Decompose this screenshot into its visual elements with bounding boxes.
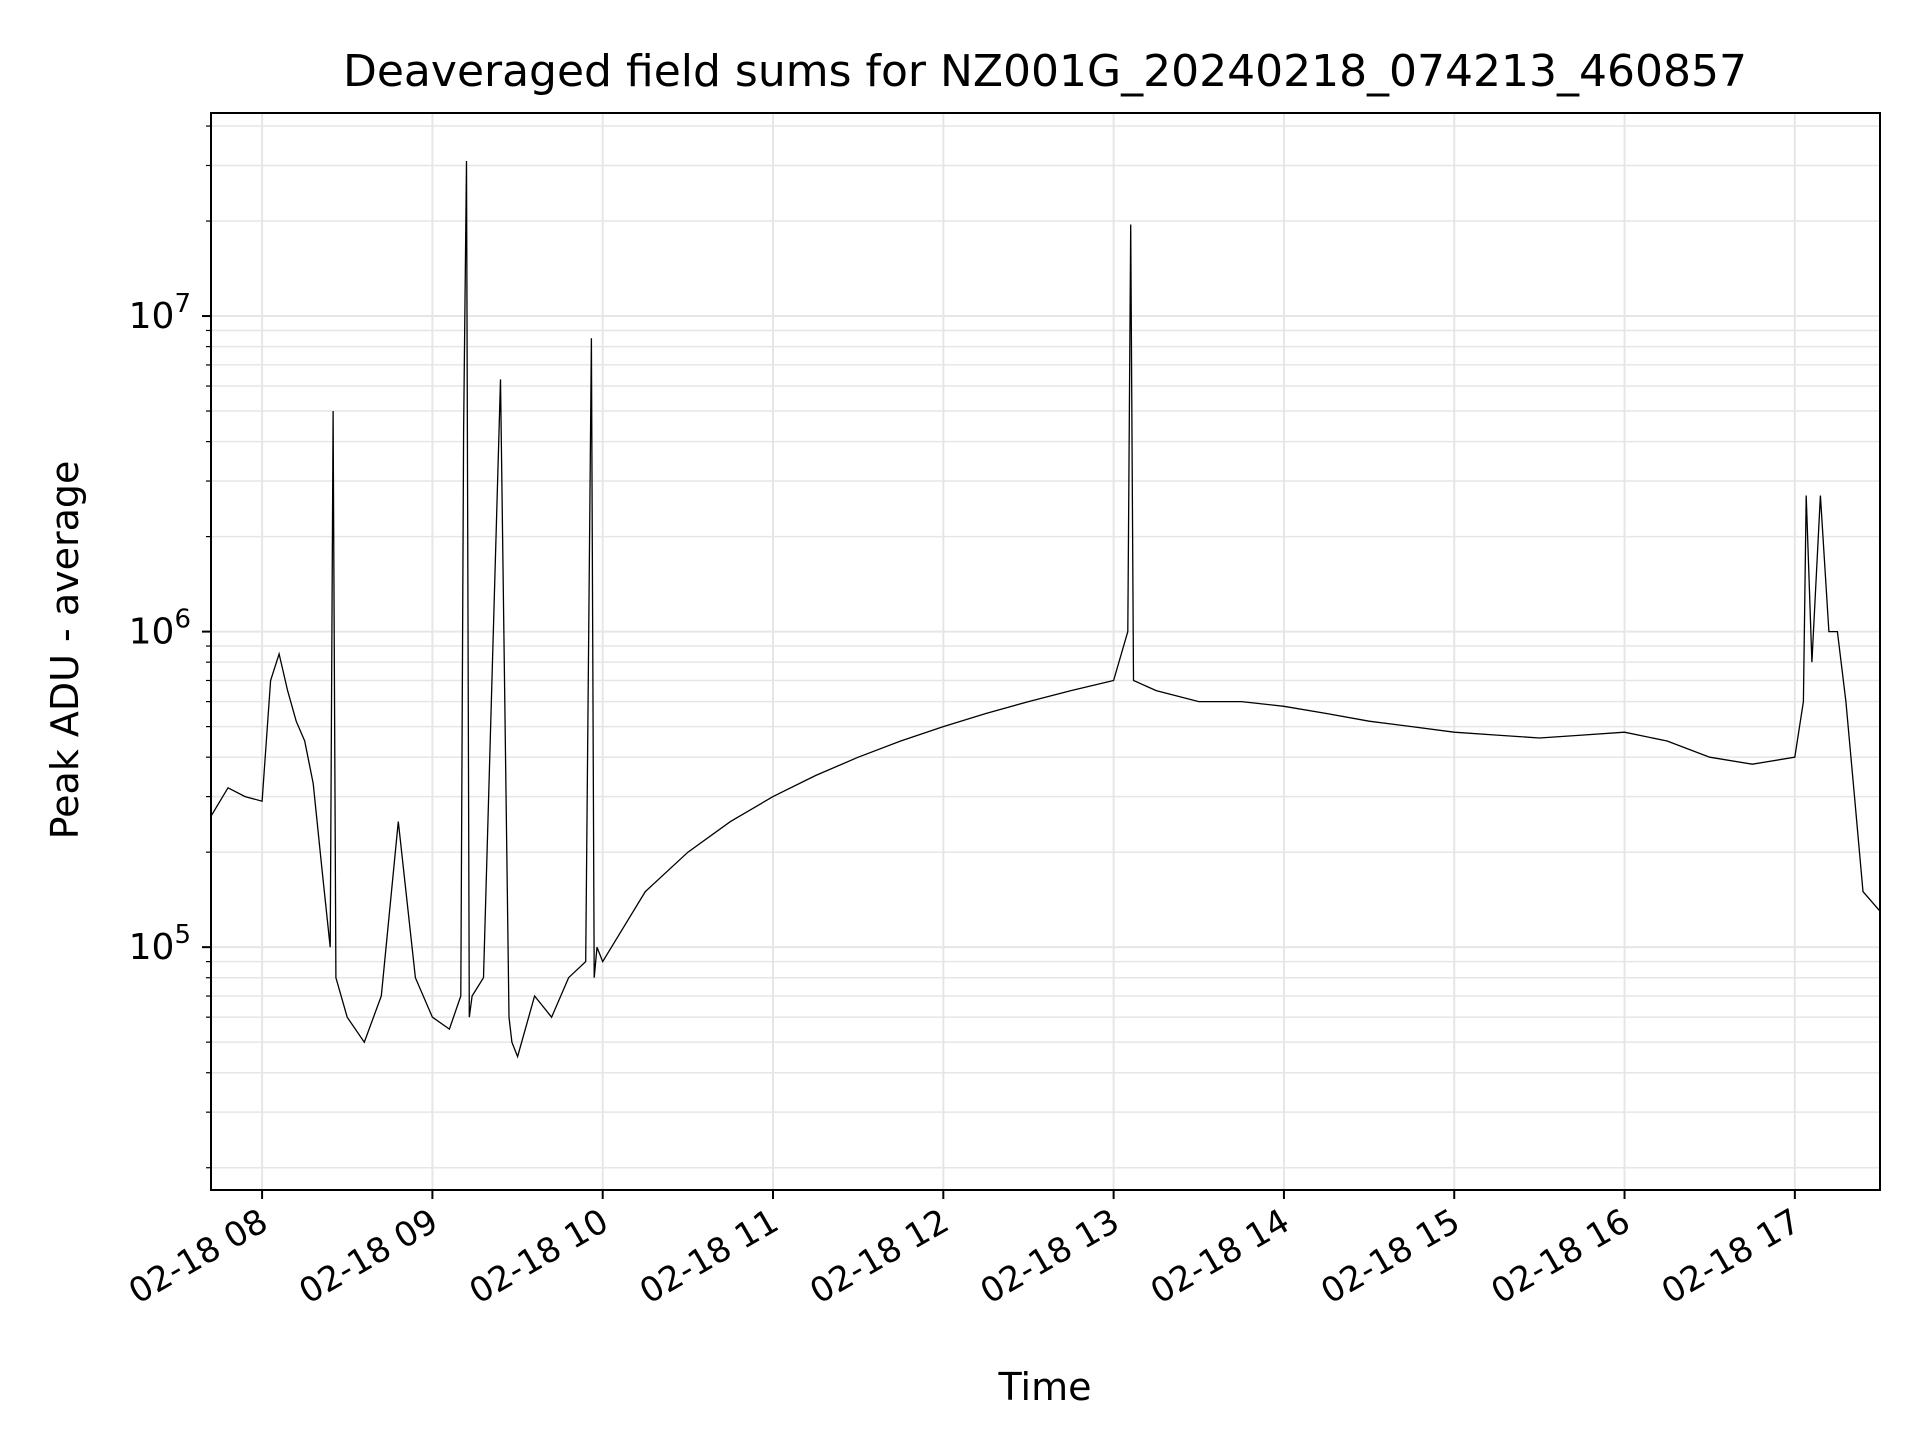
major-grid [211,113,1880,1190]
series-line [210,160,1881,1059]
plot-frame [210,112,1881,1191]
minor-grid [206,125,1880,1169]
chart-title: Deaveraged field sums for NZ001G_2024021… [343,46,1747,97]
x-axis-label: Time [998,1365,1092,1409]
y-axis-label: Peak ADU - average [43,461,87,840]
